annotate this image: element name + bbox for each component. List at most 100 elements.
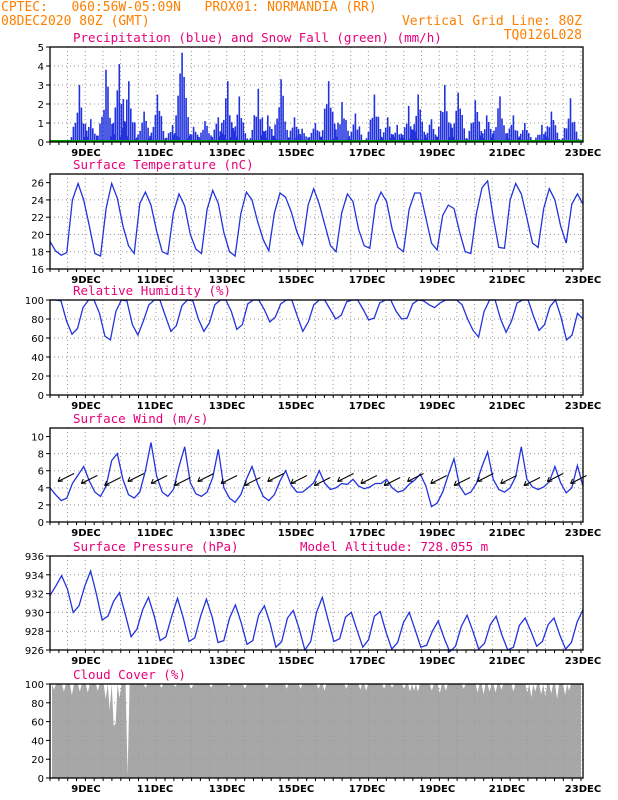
precipitation-bar xyxy=(398,134,400,142)
precipitation-bar xyxy=(499,96,501,142)
precipitation-bar xyxy=(94,133,96,142)
wind-y-tick-label: 6 xyxy=(38,467,44,478)
precipitation-bar xyxy=(272,135,274,142)
precipitation-bar xyxy=(196,134,199,142)
precipitation-bar xyxy=(76,112,79,142)
precipitation-bar xyxy=(234,126,237,142)
wind-direction-arrow xyxy=(500,475,517,484)
precipitation-bar xyxy=(261,117,264,142)
precipitation-bar xyxy=(82,123,85,142)
pressure-frame xyxy=(49,555,584,651)
precipitation-bar xyxy=(481,133,484,142)
wind-direction-arrow xyxy=(383,477,401,486)
precipitation-bar xyxy=(575,131,578,142)
humidity-title: Relative Humidity (%) xyxy=(73,283,231,298)
precipitation-bar xyxy=(436,136,438,142)
temperature-x-tick-label: 21DEC xyxy=(489,275,525,286)
precipitation-bar xyxy=(114,107,117,142)
precipitation-bar xyxy=(175,115,177,142)
precipitation-bar xyxy=(84,124,87,142)
precipitation-y-tick-label: 2 xyxy=(38,100,44,111)
precipitation-bar xyxy=(141,122,143,142)
temperature-plot-area xyxy=(50,174,583,269)
temperature-y-tick-label: 20 xyxy=(31,230,44,241)
wind-x-tick-label: 11DEC xyxy=(137,528,173,539)
precipitation-bar xyxy=(101,116,103,142)
humidity-plot-area xyxy=(50,300,583,395)
precipitation-bar xyxy=(211,137,214,142)
humidity-frame xyxy=(49,299,584,396)
precipitation-bar xyxy=(105,69,107,142)
precipitation-bar xyxy=(318,131,321,142)
precipitation-bar xyxy=(293,117,296,142)
wind-arrow-head xyxy=(430,478,436,484)
precipitation-bar xyxy=(183,76,185,142)
precipitation-bar xyxy=(516,130,519,142)
wind-arrow-head xyxy=(150,478,157,484)
precipitation-bar xyxy=(375,116,378,142)
precipitation-bar xyxy=(539,134,541,142)
precipitation-bar xyxy=(552,120,555,142)
humidity-y-tick-label: 20 xyxy=(31,372,44,383)
precipitation-bar xyxy=(223,119,225,142)
wind-arrow-head xyxy=(104,480,110,486)
wind-direction-arrow xyxy=(570,475,587,484)
precipitation-bar xyxy=(512,115,515,142)
precipitation-bar xyxy=(524,123,526,142)
temperature-x-tick-label: 13DEC xyxy=(209,275,245,286)
precipitation-bar xyxy=(295,126,298,142)
precipitation-frame xyxy=(49,46,584,143)
precipitation-title: Precipitation (blue) and Snow Fall (gree… xyxy=(73,30,442,45)
humidity-y-tick-label: 60 xyxy=(31,334,44,345)
precipitation-bar xyxy=(505,133,507,142)
precipitation-bar xyxy=(72,126,75,142)
precipitation-bar xyxy=(152,126,155,142)
precipitation-bar xyxy=(110,136,113,142)
precipitation-bar xyxy=(297,128,300,142)
precipitation-bar xyxy=(154,114,157,142)
precipitation-bar xyxy=(468,130,471,142)
precipitation-bar xyxy=(428,124,431,142)
cloud-cover-x-tick-label: 17DEC xyxy=(349,784,385,795)
precipitation-bar xyxy=(236,114,239,142)
pressure-x-tick-label: 19DEC xyxy=(419,656,455,667)
cloud-cover-area xyxy=(52,684,581,778)
precipitation-bar xyxy=(459,108,461,142)
precipitation-bar xyxy=(150,132,153,142)
precipitation-bar xyxy=(167,133,170,142)
precipitation-bar xyxy=(407,105,410,142)
precipitation-bar xyxy=(563,128,566,142)
humidity-x-tick-label: 19DEC xyxy=(419,401,455,412)
wind-direction-arrow xyxy=(477,473,494,482)
precipitation-bar xyxy=(314,123,317,142)
precipitation-bar xyxy=(535,137,537,142)
precipitation-bar xyxy=(537,134,539,142)
pressure-y-tick-label: 926 xyxy=(25,646,44,657)
wind-arrow-head xyxy=(267,476,273,482)
precipitation-bar xyxy=(308,137,311,142)
precipitation-bar xyxy=(185,98,187,142)
precipitation-bar xyxy=(348,136,351,142)
precipitation-bar xyxy=(173,135,175,142)
precipitation-bar xyxy=(360,134,363,142)
precipitation-bar xyxy=(162,131,165,142)
precipitation-bar xyxy=(446,111,448,142)
precipitation-bar xyxy=(546,126,549,142)
precipitation-bar xyxy=(232,127,235,142)
wind-arrow-head xyxy=(127,476,133,482)
precipitation-bar xyxy=(476,112,479,142)
precipitation-bar xyxy=(238,96,241,142)
precipitation-bar xyxy=(231,122,233,142)
precipitation-bar xyxy=(301,128,303,142)
precipitation-bar xyxy=(137,134,139,142)
precipitation-bar xyxy=(514,130,517,142)
precipitation-bar xyxy=(261,135,263,142)
precipitation-bar xyxy=(409,126,412,142)
precipitation-bar xyxy=(377,116,380,142)
precipitation-bar xyxy=(111,124,113,142)
precipitation-bar xyxy=(495,127,497,142)
pressure-x-tick-label: 17DEC xyxy=(349,656,385,667)
precipitation-bar xyxy=(194,131,197,142)
precipitation-bar xyxy=(109,117,111,142)
precipitation-bar xyxy=(156,94,159,142)
